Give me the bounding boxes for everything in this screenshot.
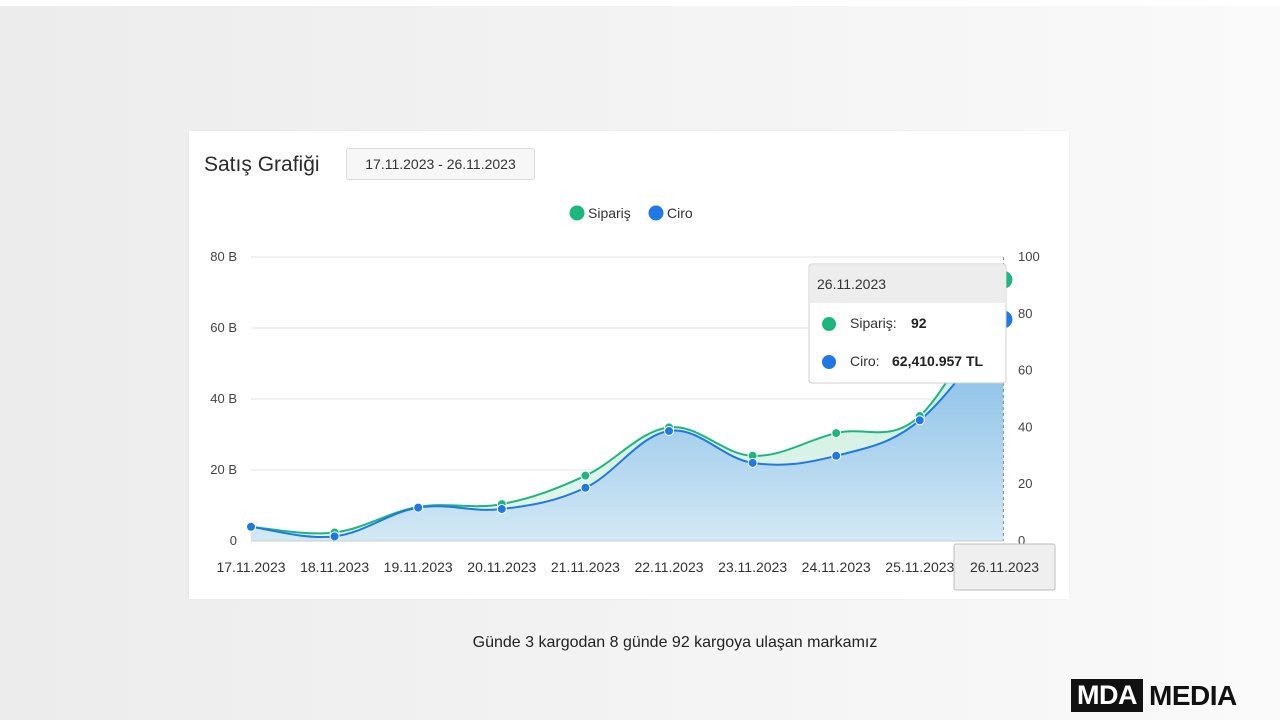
tooltip-ciro-value: 62,410.957 TL (892, 353, 984, 369)
tooltip-header (810, 265, 1005, 303)
tooltip-ciro-label: Ciro: (850, 353, 880, 369)
ciro-point (664, 425, 674, 436)
x-axis-tick: 26.11.2023 (970, 559, 1039, 575)
siparis-point (831, 428, 842, 439)
x-axis-tick: 18.11.2023 (300, 559, 369, 575)
left-axis-tick: 20 B (210, 462, 237, 477)
tooltip-siparis-marker (822, 317, 836, 331)
x-axis-tick: 25.11.2023 (885, 559, 954, 575)
siparis-point (580, 470, 591, 481)
tooltip-date: 26.11.2023 (817, 276, 886, 292)
right-axis-tick: 40 (1018, 419, 1032, 434)
x-axis-tick: 21.11.2023 (551, 559, 620, 575)
date-range-picker[interactable]: 17.11.2023 - 26.11.2023 (346, 148, 535, 180)
caption: Günde 3 kargodan 8 günde 92 kargoya ulaş… (472, 634, 878, 651)
ciro-line (250, 318, 1005, 539)
x-axis-tick: 20.11.2023 (467, 559, 536, 575)
right-axis-tick: 100 (1018, 249, 1040, 264)
card-title: Satış Grafiği (204, 153, 320, 176)
ciro-point (580, 482, 591, 493)
sales-chart-card: Satış Grafiği 17.11.2023 - 26.11.2023 0 2… (189, 131, 1069, 599)
x-axis-tick: 23.11.2023 (718, 559, 787, 575)
tooltip-siparis-value: 92 (911, 315, 927, 331)
left-axis-tick: 80 B (210, 249, 237, 264)
ciro-point (831, 450, 842, 461)
x-axis-tick: 19.11.2023 (384, 559, 453, 575)
legend-ciro-marker (648, 205, 664, 221)
right-axis-tick: 60 (1018, 363, 1032, 378)
ciro-point (496, 504, 507, 515)
ciro-area (251, 319, 1004, 541)
legend-ciro-label: Ciro (667, 205, 693, 221)
siparis-line (250, 279, 1005, 535)
x-axis-tick: 17.11.2023 (216, 559, 285, 575)
brand-logo-text: MEDIA (1149, 679, 1237, 711)
right-axis-tick: 0 (1018, 533, 1025, 548)
legend-siparis-marker (569, 205, 585, 221)
left-axis-tick: 60 B (210, 320, 237, 335)
right-axis-tick: 80 (1018, 306, 1032, 321)
tooltip-ciro-marker (822, 355, 836, 369)
ciro-point (413, 502, 424, 513)
x-axis-highlight-box (953, 543, 1056, 591)
legend-siparis-label: Sipariş (588, 205, 631, 221)
brand-logo-box: MDA (1071, 679, 1143, 712)
tooltip-siparis-label: Sipariş: (850, 315, 897, 331)
left-axis-tick: 0 (230, 533, 237, 548)
left-axis-tick: 40 B (210, 391, 237, 406)
ciro-point (747, 457, 758, 468)
brand-logo: MDA MEDIA (1071, 679, 1237, 712)
ciro-point (329, 531, 340, 542)
ciro-point (246, 521, 256, 532)
top-strip (0, 0, 1280, 6)
ciro-point (914, 415, 925, 426)
sales-chart: 0 20 B 40 B 60 B 80 B 0 20 40 60 80 100 17.11.2023 1… (210, 205, 1056, 591)
x-axis-tick: 24.11.2023 (802, 559, 871, 575)
right-axis-tick: 20 (1018, 476, 1032, 491)
x-axis-tick: 22.11.2023 (634, 559, 703, 575)
